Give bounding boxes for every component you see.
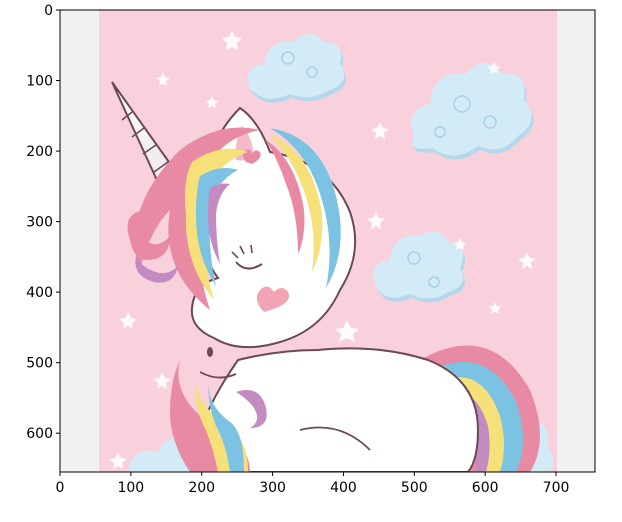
y-tick-label: 500: [26, 356, 53, 372]
y-tick-label: 400: [26, 285, 53, 301]
cloud-top: [247, 34, 347, 103]
image-padding-right: [557, 10, 595, 472]
x-tick-label: 100: [117, 480, 144, 496]
stars: [109, 30, 536, 469]
y-tick-label: 600: [26, 426, 53, 442]
x-tick-label: 600: [472, 480, 499, 496]
y-tick-label: 200: [26, 144, 53, 160]
y-axis: 0 100 200 300 400 500 600: [26, 3, 60, 442]
y-tick-label: 0: [44, 3, 53, 19]
x-tick-label: 300: [259, 480, 286, 496]
x-tick-label: 0: [56, 480, 65, 496]
y-tick-label: 100: [26, 74, 53, 90]
x-tick-label: 700: [543, 480, 570, 496]
x-tick-label: 500: [401, 480, 428, 496]
axes-frame: [59, 9, 596, 473]
y-tick-label: 300: [26, 215, 53, 231]
image-padding-left: [60, 10, 99, 472]
x-tick-label: 400: [330, 480, 357, 496]
x-tick-label: 200: [188, 480, 215, 496]
unicorn-mane: [127, 127, 341, 472]
cloud-mid: [373, 231, 466, 303]
displayed-image: [60, 10, 595, 472]
x-axis: 0 100 200 300 400 500 600 700: [56, 472, 570, 496]
cloud-right-top: [411, 63, 534, 160]
